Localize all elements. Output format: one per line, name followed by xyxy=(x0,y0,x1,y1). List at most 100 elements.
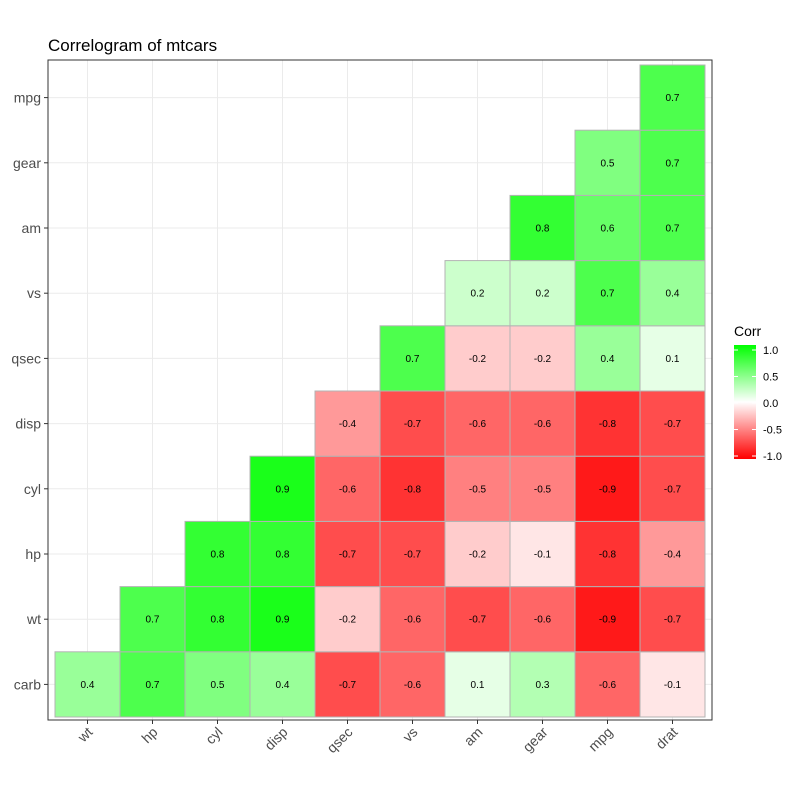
cell-label-disp-wt: 0.9 xyxy=(276,615,290,626)
cell-label-am-cyl: -0.5 xyxy=(469,484,487,495)
cell-label-drat-carb: -0.1 xyxy=(664,680,682,691)
cell-label-drat-am: 0.7 xyxy=(666,224,680,235)
cell-label-vs-qsec: 0.7 xyxy=(406,354,420,365)
x-tick-label-am: am xyxy=(461,724,486,749)
legend-tick-label: 0.5 xyxy=(763,372,778,384)
chart-title: Correlogram of mtcars xyxy=(48,36,217,55)
cell-label-cyl-carb: 0.5 xyxy=(211,680,225,691)
cell-label-vs-carb: -0.6 xyxy=(404,680,422,691)
heatmap-cell-gear-cyl xyxy=(509,455,576,522)
cell-label-gear-disp: -0.6 xyxy=(534,419,552,430)
cell-label-mpg-vs: 0.7 xyxy=(601,289,615,300)
x-tick-label-gear: gear xyxy=(519,724,550,755)
cell-label-qsec-disp: -0.4 xyxy=(339,419,357,430)
cell-label-cyl-wt: 0.8 xyxy=(211,615,225,626)
cell-label-drat-mpg: 0.7 xyxy=(666,93,680,104)
heatmap-cell-hp-wt xyxy=(119,586,186,653)
legend-tick-label: -1.0 xyxy=(763,451,782,463)
cell-label-mpg-disp: -0.8 xyxy=(599,419,617,430)
heatmap-cell-disp-hp xyxy=(249,520,316,588)
legend-tick-label: -0.5 xyxy=(763,425,782,437)
y-tick-label-vs: vs xyxy=(27,285,41,301)
heatmap-cell-drat-mpg xyxy=(639,64,706,131)
cell-label-mpg-cyl: -0.9 xyxy=(599,484,617,495)
y-tick-label-disp: disp xyxy=(15,416,41,432)
heatmap-cell-am-cyl xyxy=(444,455,511,522)
cell-label-mpg-carb: -0.6 xyxy=(599,680,617,691)
heatmap-cell-cyl-wt xyxy=(184,586,251,653)
heatmap-cell-mpg-qsec xyxy=(574,325,641,392)
cell-label-drat-qsec: 0.1 xyxy=(666,354,680,365)
x-tick-label-cyl: cyl xyxy=(202,724,225,747)
heatmap-cell-disp-wt xyxy=(249,586,316,653)
cell-label-am-qsec: -0.2 xyxy=(469,354,487,365)
heatmap-cell-drat-disp xyxy=(639,390,706,457)
cell-label-disp-cyl: 0.9 xyxy=(276,484,290,495)
heatmap-cell-gear-carb xyxy=(509,651,576,718)
y-tick-label-carb: carb xyxy=(14,676,41,692)
heatmap-cell-drat-hp xyxy=(639,520,706,588)
heatmap-cell-cyl-hp xyxy=(184,520,251,588)
heatmap-cell-hp-carb xyxy=(119,651,186,718)
heatmap-cell-gear-vs xyxy=(509,260,576,327)
cell-label-gear-cyl: -0.5 xyxy=(534,484,552,495)
heatmap-cell-mpg-gear xyxy=(574,129,641,196)
cell-label-vs-disp: -0.7 xyxy=(404,419,422,430)
heatmap-cell-drat-gear xyxy=(639,129,706,196)
x-tick-label-wt: wt xyxy=(74,724,96,746)
heatmap-cell-mpg-hp xyxy=(574,520,641,588)
cell-label-drat-hp: -0.4 xyxy=(664,550,682,561)
heatmap-cell-am-disp xyxy=(444,390,511,457)
cell-label-drat-disp: -0.7 xyxy=(664,419,682,430)
cell-label-drat-cyl: -0.7 xyxy=(664,484,682,495)
heatmap-cell-mpg-disp xyxy=(574,390,641,457)
cell-label-gear-vs: 0.2 xyxy=(536,289,550,300)
heatmap-cell-drat-cyl xyxy=(639,455,706,522)
heatmap-cell-cyl-carb xyxy=(184,651,251,718)
cell-label-gear-carb: 0.3 xyxy=(536,680,550,691)
heatmap-cell-wt-carb xyxy=(54,651,121,718)
cell-label-gear-qsec: -0.2 xyxy=(534,354,552,365)
heatmap-cell-am-wt xyxy=(444,586,511,653)
legend-tick-label: 0.0 xyxy=(763,398,778,410)
y-tick-label-cyl: cyl xyxy=(24,481,41,497)
cell-label-am-hp: -0.2 xyxy=(469,550,487,561)
panel-border xyxy=(47,59,713,721)
x-tick-label-drat: drat xyxy=(652,724,680,752)
cell-label-am-vs: 0.2 xyxy=(471,289,485,300)
x-tick-label-vs: vs xyxy=(399,724,420,745)
legend-colorbar xyxy=(734,345,756,459)
heatmap-cells xyxy=(54,64,706,718)
heatmap-cell-mpg-cyl xyxy=(574,455,641,522)
cell-label-mpg-gear: 0.5 xyxy=(601,158,615,169)
cell-label-mpg-am: 0.6 xyxy=(601,224,615,235)
x-axis: wt hp cyl disp qsec vs am gear mpg drat xyxy=(74,720,681,756)
heatmap-cell-qsec-hp xyxy=(314,520,381,588)
cell-label-gear-am: 0.8 xyxy=(536,224,550,235)
cell-label-drat-vs: 0.4 xyxy=(666,289,680,300)
y-tick-label-mpg: mpg xyxy=(14,90,41,106)
cell-label-mpg-qsec: 0.4 xyxy=(601,354,615,365)
heatmap-cell-drat-wt xyxy=(639,586,706,653)
heatmap-cell-gear-qsec xyxy=(509,325,576,392)
cell-label-hp-carb: 0.7 xyxy=(146,680,160,691)
y-tick-label-am: am xyxy=(22,220,41,236)
x-tick-label-mpg: mpg xyxy=(585,724,616,755)
cell-label-qsec-carb: -0.7 xyxy=(339,680,357,691)
heatmap-cell-am-qsec xyxy=(444,325,511,392)
heatmap-cell-gear-am xyxy=(509,194,576,262)
legend: Corr 1.0 0.5 0.0 -0.5 -1.0 xyxy=(734,323,782,463)
x-tick-label-hp: hp xyxy=(138,724,160,746)
cell-label-mpg-wt: -0.9 xyxy=(599,615,617,626)
heatmap-cell-drat-am xyxy=(639,194,706,262)
cell-label-qsec-cyl: -0.6 xyxy=(339,484,357,495)
heatmap-cell-gear-wt xyxy=(509,586,576,653)
cell-label-disp-hp: 0.8 xyxy=(276,550,290,561)
cell-label-vs-hp: -0.7 xyxy=(404,550,422,561)
heatmap-cell-vs-qsec xyxy=(379,325,446,392)
cell-label-disp-carb: 0.4 xyxy=(276,680,290,691)
heatmap-cell-mpg-am xyxy=(574,194,641,262)
heatmap-cell-qsec-wt xyxy=(314,586,381,653)
heatmap-cell-drat-qsec xyxy=(639,325,706,392)
heatmap-cell-drat-vs xyxy=(639,260,706,327)
